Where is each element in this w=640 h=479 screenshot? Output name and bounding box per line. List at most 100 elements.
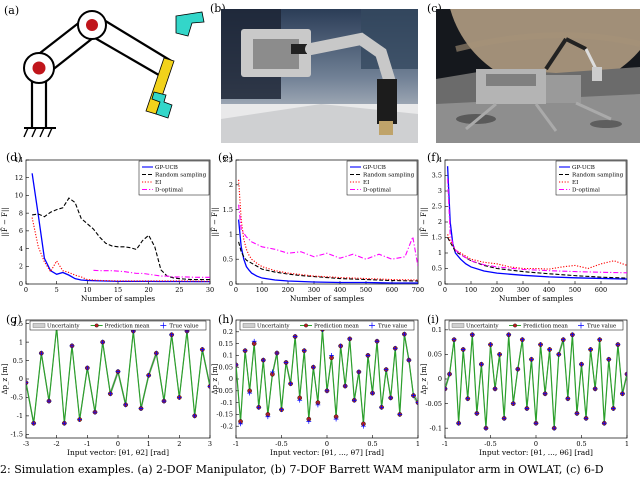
true-value-point <box>351 397 357 403</box>
true-value-point <box>492 386 498 392</box>
true-value-point <box>265 414 271 420</box>
true-value-point <box>356 369 362 375</box>
true-value-point <box>270 369 275 375</box>
true-value-point <box>447 371 452 377</box>
legend-swatch <box>451 323 465 328</box>
y-tick-label: -0.5 <box>10 394 23 402</box>
series-line-d-optimal <box>238 204 418 267</box>
panel-label-g: (g) <box>6 313 22 326</box>
link-2-upper <box>93 13 174 63</box>
legend: Uncertainty Prediction mean True value <box>448 320 624 331</box>
y-tick-label: -0.15 <box>216 411 233 419</box>
x-axis-label: Input vector: [θ1, θ2] [rad] <box>67 448 169 457</box>
y-tick-label: 0 <box>229 280 233 288</box>
x-tick-label: 1 <box>147 440 151 448</box>
x-tick-label: 0 <box>443 286 447 294</box>
true-value-point <box>388 395 394 401</box>
y-tick-label: -1 <box>17 412 23 420</box>
y-axis-label: ||F̂ − F|| <box>1 207 9 236</box>
true-value-point <box>315 402 321 408</box>
legend-box <box>239 320 415 331</box>
y-tick-label: 2.5 <box>432 203 442 211</box>
y-tick-label: 0 <box>438 280 442 288</box>
legend-entry: EI <box>363 180 369 186</box>
x-tick-label: 100 <box>256 286 268 294</box>
photo-barrett-wam-owlat <box>221 9 418 143</box>
legend-entry: D-optimal <box>363 188 391 194</box>
true-value-point <box>251 338 257 344</box>
joint-1-inner <box>32 61 46 75</box>
y-tick-label: 2 <box>438 218 442 226</box>
plot-area <box>445 332 627 431</box>
legend-marker <box>369 322 375 329</box>
legend-marker <box>94 323 99 328</box>
x-tick-label: 200 <box>491 286 503 294</box>
legend-entry: True value <box>169 324 198 330</box>
x-tick-label: 10 <box>83 286 91 294</box>
legend-box <box>555 160 627 196</box>
x-tick-label: 300 <box>517 286 529 294</box>
legend: Uncertainty Prediction mean True value <box>239 320 415 331</box>
true-value-point <box>342 383 348 389</box>
x-axis-label: Number of samples <box>290 294 364 303</box>
legend-entry: Random sampling <box>363 173 415 179</box>
chart-g: -3 -2 -1 0 1 2 3 -1.5 -1 -0.5 0 0.5 1 1.5 Input vector… <box>1 319 212 457</box>
y-tick-label: -1.5 <box>10 431 23 439</box>
legend-entry: GP-UCB <box>363 165 386 171</box>
y-tick-label: 8 <box>19 209 23 217</box>
true-value-point <box>153 350 159 356</box>
y-tick-label: 0.1 <box>223 352 233 360</box>
true-value-point <box>606 356 612 362</box>
gripper-top <box>175 11 205 37</box>
legend-box <box>448 320 624 331</box>
true-value-point <box>260 357 266 363</box>
x-axis-label: Input vector: [θ1, ..., θ6] [rad] <box>479 448 593 457</box>
legend: Uncertainty Prediction mean True value <box>29 320 207 331</box>
true-value-point <box>565 396 571 402</box>
true-value-point <box>497 352 502 357</box>
true-value-point <box>279 407 284 413</box>
y-tick-label: 2.5 <box>223 156 233 164</box>
true-value-point <box>292 334 298 339</box>
legend-box <box>29 320 207 331</box>
x-axis-label: Number of samples <box>81 294 155 303</box>
x-tick-label: 500 <box>569 286 581 294</box>
x-tick-label: 20 <box>145 286 153 294</box>
true-value-point <box>469 332 475 338</box>
y-tick-label: 4 <box>19 245 23 253</box>
true-value-point <box>556 352 562 357</box>
true-value-point <box>551 425 557 431</box>
y-axis-label: Δp_z [m] <box>1 363 9 394</box>
x-tick-label: 200 <box>282 286 294 294</box>
true-value-point <box>199 347 205 352</box>
legend-entry: Prediction mean <box>523 324 568 330</box>
panel-label-i: (i) <box>427 313 440 326</box>
true-value-point <box>365 353 371 358</box>
true-value-point <box>547 347 553 352</box>
x-tick-label: 25 <box>175 286 183 294</box>
series-line-gp-ucb <box>31 173 210 283</box>
x-tick-label: 5 <box>55 286 59 294</box>
joint-2-inner <box>86 19 98 31</box>
y-axis-label: Δp_z [m] <box>420 363 428 394</box>
y-tick-label: -0.1 <box>429 424 442 432</box>
plot-frame <box>25 319 211 439</box>
legend-box <box>346 160 418 196</box>
true-value-point <box>26 380 29 386</box>
x-tick-label: 0.5 <box>576 440 586 448</box>
x-tick-label: 0 <box>534 440 538 448</box>
plot-area <box>446 166 627 280</box>
y-tick-label: 0.05 <box>428 351 442 359</box>
x-axis-label: Number of samples <box>499 294 573 303</box>
series-line-gp-ucb <box>237 219 418 284</box>
panel-label-a: (a) <box>4 4 20 17</box>
series-line-random-sampling <box>238 241 418 282</box>
x-tick-label: 1 <box>625 440 629 448</box>
x-tick-label: 500 <box>360 286 372 294</box>
y-tick-label: -0.05 <box>216 387 233 395</box>
chart-h: -1 -0.5 0 0.5 1 -0.2 -0.15 -0.1 -0.05 0 0.05 0.1 0.1… <box>211 319 420 457</box>
legend-marker <box>513 323 517 328</box>
x-tick-label: 0.5 <box>367 440 377 448</box>
